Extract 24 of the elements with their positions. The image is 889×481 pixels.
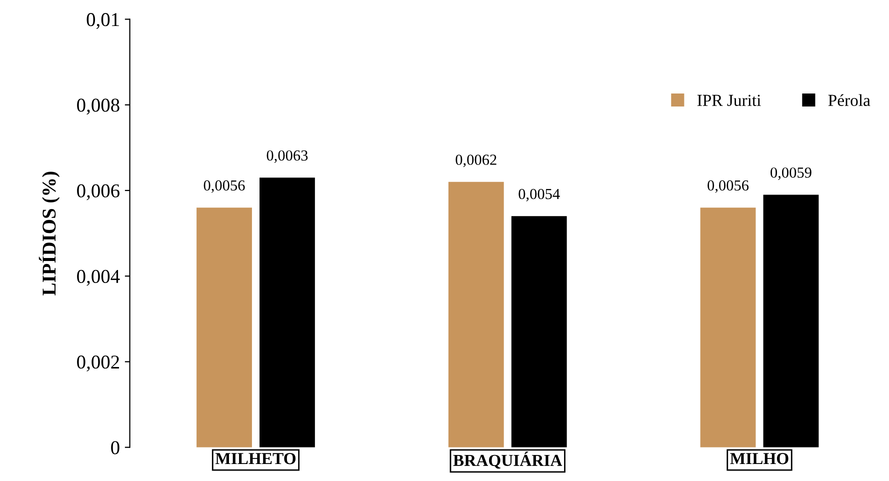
data-label: 0,0056 — [204, 180, 245, 193]
data-label: 0,0063 — [266, 150, 308, 163]
bar — [260, 178, 315, 448]
legend-label: Pérola — [828, 94, 870, 106]
data-label: 0,0054 — [518, 188, 560, 202]
bar — [700, 208, 756, 448]
bar — [196, 208, 252, 448]
data-label: 0,0056 — [708, 180, 749, 193]
y-tick-label: 0,002 — [77, 356, 119, 372]
y-axis-title: LIPÍDIOS (%) — [38, 172, 60, 296]
bar — [511, 216, 567, 448]
y-tick-label: 0,006 — [77, 184, 120, 200]
data-label: 0,0062 — [456, 154, 496, 168]
legend-label: IPR Juriti — [697, 94, 761, 106]
y-tick-label: 0,008 — [77, 98, 120, 115]
y-tick-label: 0,004 — [77, 270, 120, 286]
x-tick-label: BRAQUIÁRIA — [453, 452, 562, 469]
bar — [448, 182, 504, 448]
x-tick-label: MILHO — [730, 452, 788, 464]
y-tick-label: 0,01 — [86, 13, 119, 29]
y-tick-label: 0 — [111, 441, 120, 454]
data-label: 0,0059 — [770, 167, 812, 180]
x-tick-label: MILHETO — [215, 452, 296, 464]
bar — [763, 194, 819, 448]
